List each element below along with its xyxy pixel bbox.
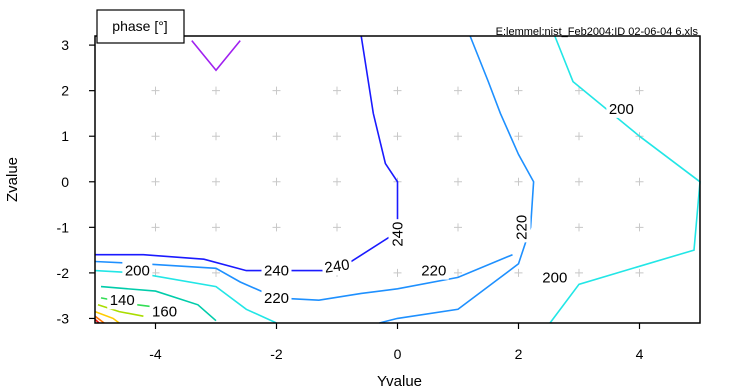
contour-label-text: 240 (264, 263, 289, 280)
contour-label-text: 140 (110, 292, 135, 309)
contour-label-text: 200 (609, 101, 634, 118)
contour-line-260 (191, 40, 241, 72)
contour-label-text: 240 (390, 222, 407, 247)
grid-marker (151, 86, 160, 95)
contour-line-220 (94, 253, 513, 302)
contour-line-120 (94, 310, 120, 324)
grid-marker (575, 223, 583, 232)
grid-marker (333, 177, 341, 186)
contour-line-220 (379, 35, 535, 324)
contour-label-text: 200 (125, 263, 150, 280)
y-tick-label: 1 (61, 128, 69, 144)
contour-line-100 (94, 315, 105, 324)
grid-marker (454, 86, 462, 95)
contour-label: 240 (320, 255, 354, 278)
contour-label: 160 (149, 302, 180, 321)
contour-label: 200 (539, 268, 570, 287)
grid-marker (514, 268, 523, 277)
grid-marker (333, 223, 341, 232)
contour-labels: 200 220 240 240 240 220 220 200 200 140 160 (107, 99, 637, 321)
contour-label: 240 (388, 219, 407, 250)
y-tick-label: 2 (61, 83, 69, 99)
chart-title: phase [°] (112, 18, 167, 34)
grid-marker (333, 132, 341, 141)
grid-markers (151, 86, 644, 277)
grid-marker (272, 223, 281, 232)
x-tick-label: -4 (149, 346, 162, 362)
grid-marker (635, 177, 644, 186)
contour-label-text: 160 (152, 304, 177, 321)
grid-marker (514, 132, 523, 141)
x-axis-label: Yvalue (377, 373, 422, 390)
grid-marker (151, 132, 160, 141)
grid-marker (393, 86, 402, 95)
y-axis-label: Zvalue (4, 157, 21, 202)
grid-marker (212, 268, 220, 277)
contour-label-text: 220 (514, 215, 531, 240)
grid-marker (393, 132, 402, 141)
grid-marker (635, 223, 644, 232)
contour-line-140 (97, 304, 144, 317)
source-label: E:lemmel:nist_Feb2004:ID 02-06-04 6.xls (496, 26, 699, 38)
grid-marker (575, 132, 583, 141)
grid-marker (151, 223, 160, 232)
contour-label: 140 (107, 291, 138, 310)
grid-marker (272, 177, 281, 186)
grid-marker (575, 268, 583, 277)
grid-marker (393, 268, 402, 277)
y-tick-label: -1 (57, 219, 70, 235)
y-tick-label: 0 (61, 174, 69, 190)
contour-label: 240 (261, 261, 292, 280)
contour-label-text: 220 (264, 290, 289, 307)
contour-label-text: 240 (323, 256, 350, 276)
x-tick-label: -2 (270, 346, 283, 362)
grid-marker (212, 223, 220, 232)
contour-label: 220 (418, 261, 449, 280)
grid-marker (514, 86, 523, 95)
x-axis-ticks: -4 -2 0 2 4 (149, 323, 644, 362)
grid-marker (212, 132, 220, 141)
grid-marker (454, 177, 462, 186)
contour-label: 220 (512, 212, 531, 243)
grid-marker (454, 268, 462, 277)
contour-label: 220 (261, 288, 292, 307)
grid-marker (635, 268, 644, 277)
grid-marker (454, 223, 462, 232)
grid-marker (575, 177, 583, 186)
grid-marker (272, 132, 281, 141)
grid-marker (454, 132, 462, 141)
grid-marker (212, 177, 220, 186)
grid-marker (272, 86, 281, 95)
y-tick-label: 3 (61, 37, 69, 53)
x-tick-label: 0 (394, 346, 402, 362)
grid-marker (333, 86, 341, 95)
contour-label-text: 220 (421, 263, 446, 280)
contour-line-200 (549, 35, 701, 324)
x-tick-label: 2 (515, 346, 523, 362)
grid-marker (575, 86, 583, 95)
contour-label: 200 (122, 261, 153, 280)
y-tick-label: -2 (57, 265, 70, 281)
grid-marker (151, 177, 160, 186)
chart-title-box: phase [°] (96, 9, 185, 44)
contour-line-240 (95, 35, 399, 272)
grid-marker (212, 86, 220, 95)
grid-marker (514, 177, 523, 186)
x-tick-label: 4 (636, 346, 644, 362)
contour-line-180 (100, 285, 217, 322)
grid-marker (635, 86, 644, 95)
contour-label: 200 (606, 99, 637, 118)
contour-label-text: 200 (542, 269, 567, 286)
y-axis-ticks: -3 -2 -1 0 1 2 3 (57, 37, 95, 326)
y-tick-label: -3 (57, 310, 70, 326)
